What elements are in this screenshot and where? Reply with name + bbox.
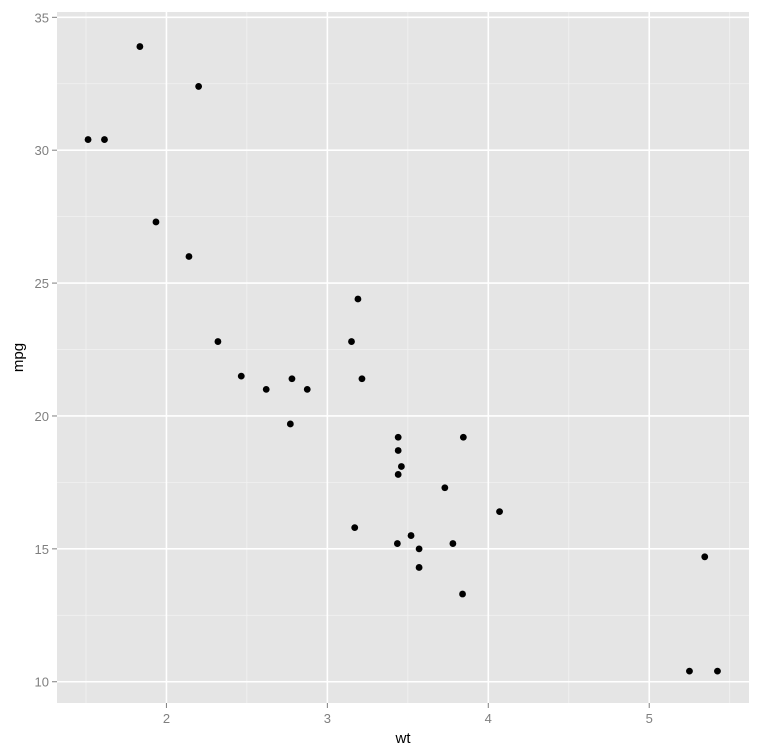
data-point: [415, 545, 423, 553]
data-point: [393, 540, 401, 547]
data-point: [415, 564, 423, 571]
data-point: [351, 524, 359, 531]
minor-gridlines: [57, 12, 749, 703]
data-point: [394, 471, 402, 478]
axis-ticks: [52, 16, 650, 708]
data-point: [358, 375, 366, 383]
x-tick-label: 3: [324, 711, 331, 726]
data-point: [303, 385, 311, 393]
data-point: [286, 420, 294, 428]
data-point: [686, 667, 693, 675]
data-point: [195, 83, 203, 90]
data-point: [84, 136, 92, 143]
data-point: [459, 433, 467, 441]
data-point: [496, 508, 503, 516]
x-tick-label: 5: [646, 711, 653, 726]
y-tick-label: 30: [35, 143, 49, 158]
data-point: [262, 385, 270, 393]
plot-panel: [57, 12, 749, 703]
data-point: [237, 372, 245, 380]
data-point: [397, 463, 405, 470]
x-axis-title: wt: [395, 730, 412, 747]
y-tick-label: 25: [35, 276, 49, 291]
y-tick-label: 20: [35, 409, 49, 424]
data-point: [714, 667, 721, 675]
x-tick-label: 4: [485, 711, 492, 726]
data-point: [701, 553, 709, 561]
y-tick-label: 35: [35, 10, 49, 25]
x-axis-tick-labels: 2 3 4 5: [163, 711, 653, 726]
x-tick-label: 2: [163, 711, 170, 726]
data-point: [136, 43, 144, 50]
data-point: [288, 375, 296, 383]
data-point: [214, 338, 222, 345]
data-point: [407, 532, 415, 539]
data-point: [394, 447, 402, 454]
data-point: [152, 218, 160, 226]
data-point: [394, 433, 402, 441]
data-point: [441, 484, 449, 492]
y-axis-tick-labels: 10 15 20 25 30 35: [35, 10, 49, 689]
data-point: [354, 295, 362, 303]
data-point: [459, 590, 466, 598]
y-tick-label: 15: [35, 542, 49, 557]
data-point: [101, 136, 108, 143]
data-points: [84, 43, 721, 675]
data-point: [348, 338, 355, 345]
major-gridlines: [57, 12, 749, 703]
y-axis-title: mpg: [10, 343, 27, 372]
data-point: [449, 540, 457, 547]
data-point: [185, 253, 193, 260]
y-tick-label: 10: [35, 675, 49, 690]
